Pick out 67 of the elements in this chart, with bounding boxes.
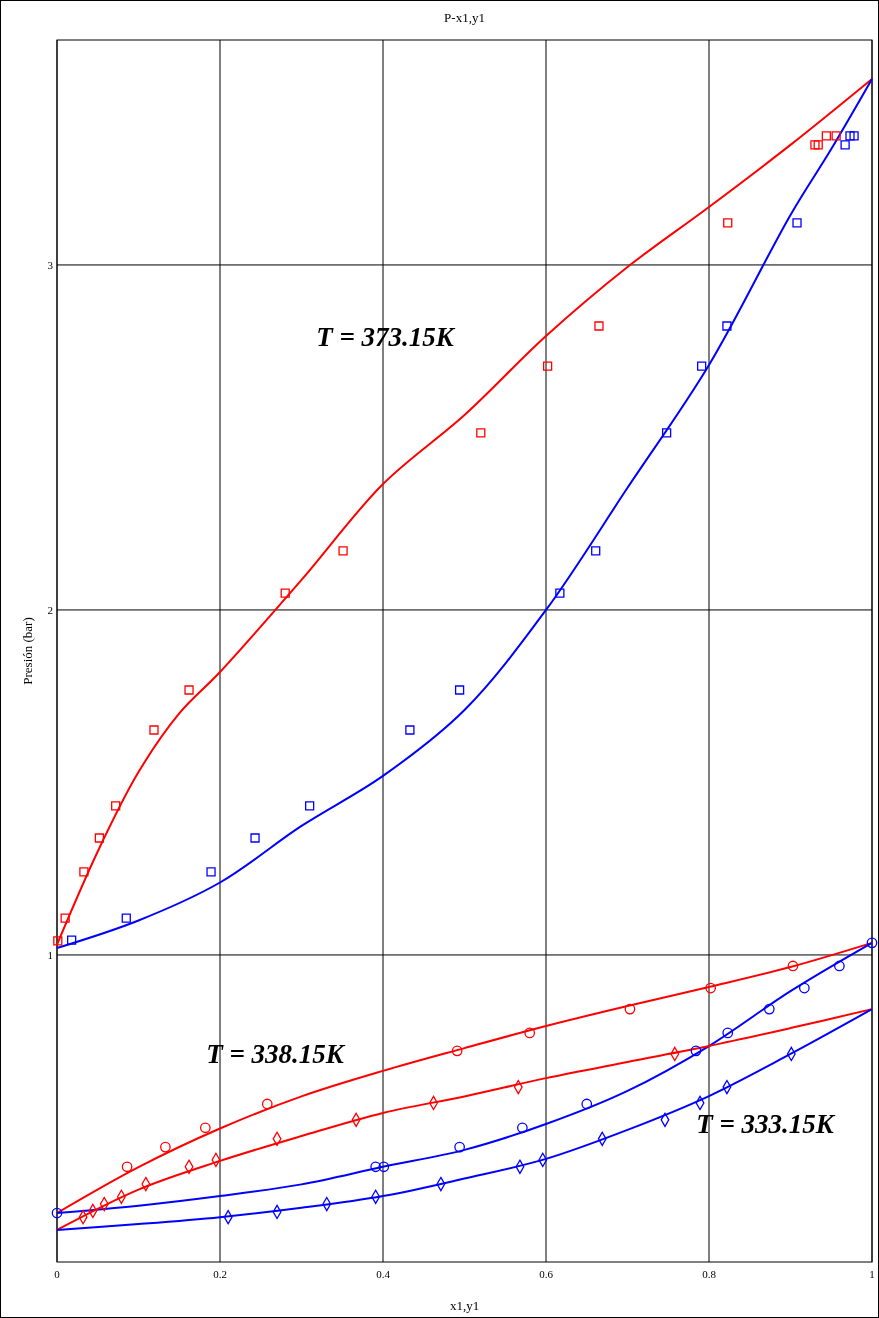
point	[849, 131, 859, 141]
point	[451, 1045, 463, 1057]
x-tick-label: 0.8	[702, 1268, 717, 1280]
point	[51, 1207, 63, 1219]
x-tick-label: 0.6	[539, 1268, 554, 1280]
point	[454, 685, 465, 695]
point	[624, 1003, 636, 1015]
point	[542, 361, 553, 371]
annotation: T = 333.15K	[696, 1109, 836, 1140]
point	[705, 982, 716, 994]
y-axis-title: Presión (bar)	[20, 617, 35, 685]
point	[516, 1122, 528, 1134]
point	[199, 1122, 211, 1134]
point	[206, 867, 216, 877]
point	[722, 1027, 734, 1039]
point	[94, 833, 105, 843]
point	[555, 588, 565, 598]
point	[690, 1045, 702, 1057]
point	[338, 546, 348, 556]
point	[581, 1098, 593, 1110]
x-tick-label: 1	[869, 1268, 875, 1280]
point	[792, 218, 802, 228]
point	[67, 935, 77, 945]
point	[591, 546, 601, 556]
chart-title: P-x1,y1	[444, 10, 485, 25]
point	[111, 801, 121, 811]
point	[79, 867, 89, 877]
point	[845, 131, 855, 141]
point	[476, 428, 486, 438]
point	[763, 1003, 775, 1015]
annotation: T = 338.15K	[206, 1039, 346, 1070]
point	[60, 913, 70, 923]
point	[840, 140, 850, 150]
point	[821, 131, 832, 141]
point	[723, 218, 733, 228]
point	[250, 833, 260, 843]
x-tick-label: 0.2	[213, 1268, 227, 1280]
point	[280, 588, 290, 598]
x-tick-label: 0.4	[376, 1268, 391, 1280]
point	[594, 321, 604, 331]
point	[661, 428, 672, 438]
y-tick-label: 3	[47, 258, 54, 271]
x-tick-label: 0	[54, 1268, 61, 1280]
point	[697, 361, 707, 371]
annotation: T = 373.15K	[316, 322, 456, 353]
point	[305, 801, 315, 811]
point	[798, 982, 810, 994]
x-axis-title: x1,y1	[449, 1298, 480, 1313]
point	[524, 1027, 536, 1039]
point	[787, 960, 799, 972]
point	[160, 1141, 171, 1153]
point	[454, 1141, 465, 1153]
point	[121, 913, 131, 923]
point	[866, 937, 878, 949]
point	[370, 1161, 382, 1173]
y-tick-label: 2	[47, 603, 53, 616]
point	[149, 725, 159, 735]
point	[831, 131, 841, 141]
point	[261, 1098, 273, 1110]
point	[834, 960, 845, 972]
point	[53, 936, 63, 946]
point	[405, 725, 415, 735]
point	[378, 1161, 390, 1173]
y-tick-label: 1	[47, 948, 53, 961]
point	[121, 1161, 133, 1173]
point	[722, 321, 732, 331]
point	[184, 685, 194, 695]
